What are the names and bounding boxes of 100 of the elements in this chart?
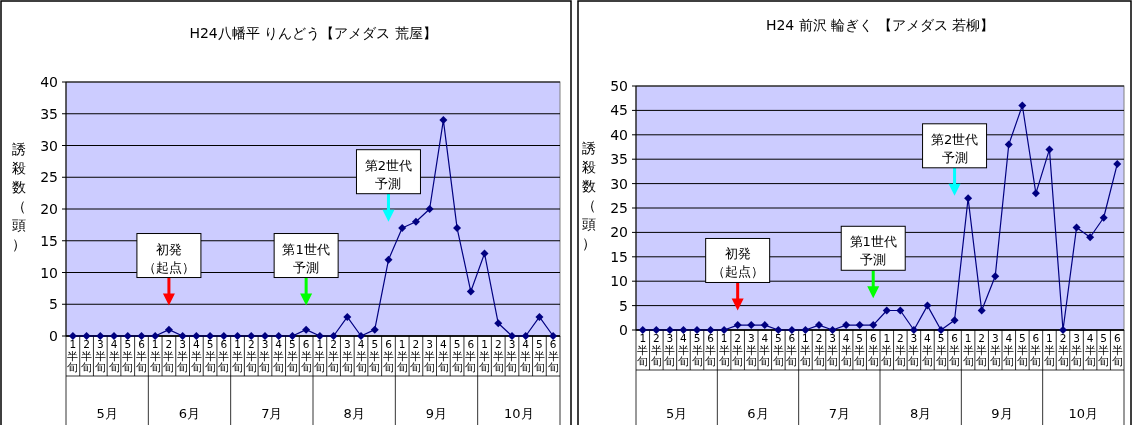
annotation: 初発 <box>724 246 751 262</box>
text: 8月 <box>910 406 932 421</box>
x-tick-label: 4半旬 <box>759 332 771 367</box>
point <box>439 116 448 125</box>
x-tick-label: 2半旬 <box>732 332 744 367</box>
x-tick-label: 5半旬 <box>935 332 947 367</box>
x-tick-label: 1半旬 <box>799 332 811 367</box>
x-tick-label: 6半旬 <box>465 338 477 373</box>
x-tick-label: 5半旬 <box>854 332 866 367</box>
y-tick-label: 20 <box>40 201 58 217</box>
x-tick-label: 1半旬 <box>314 338 326 373</box>
x-tick-label: 6半旬 <box>1111 332 1123 367</box>
x-tick-label: 6半旬 <box>867 332 879 367</box>
x-tick-label: 4半旬 <box>1003 332 1015 367</box>
y-tick-label: 0 <box>619 322 628 338</box>
point <box>192 332 201 340</box>
point <box>977 306 986 315</box>
y-tick-label: 30 <box>40 137 58 154</box>
point <box>882 306 891 315</box>
x-tick-label: 4半旬 <box>437 338 449 373</box>
x-tick-label: 5半旬 <box>451 338 463 373</box>
point <box>398 224 407 233</box>
text: 6月 <box>178 406 201 421</box>
point <box>507 332 516 340</box>
annotation: 第1世代 <box>282 241 330 257</box>
point <box>1004 140 1013 149</box>
x-tick-label: 2半旬 <box>163 338 175 373</box>
y-tick-label: 10 <box>610 273 628 290</box>
x-tick-label: 3半旬 <box>424 338 436 373</box>
x-tick-label: 2半旬 <box>328 338 340 373</box>
point <box>950 316 959 325</box>
x-tick-label: 6半旬 <box>218 338 230 373</box>
point <box>896 306 905 315</box>
point <box>274 332 283 340</box>
y-tick-label: 25 <box>40 169 58 186</box>
point <box>233 332 242 340</box>
text: 5月 <box>666 406 688 421</box>
text: 9月 <box>991 406 1013 421</box>
x-tick-label: 4半旬 <box>190 338 202 373</box>
point <box>329 332 338 340</box>
y-tick-label: 5 <box>49 296 58 313</box>
point <box>815 321 823 330</box>
y-tick-label: 10 <box>40 264 58 281</box>
point <box>760 321 769 330</box>
x-tick-label: 6半旬 <box>705 332 717 367</box>
point <box>123 332 132 340</box>
y-tick-label: 35 <box>40 105 58 122</box>
annotation: 第2世代 <box>930 131 979 147</box>
x-tick-label: 3半旬 <box>341 338 353 373</box>
x-tick-label: 5半旬 <box>772 332 784 367</box>
point <box>425 205 434 213</box>
point <box>747 321 756 330</box>
annotation: （起点） <box>711 264 764 280</box>
text: 8月 <box>343 406 365 421</box>
y-axis-title: 誘殺数（頭） <box>12 141 26 252</box>
y-tick-label: 45 <box>610 102 628 119</box>
point <box>909 326 918 334</box>
point <box>151 332 160 340</box>
point <box>68 332 77 340</box>
x-tick-label: 3半旬 <box>908 332 920 367</box>
y-tick-label: 30 <box>610 175 628 192</box>
annotation: 予測 <box>860 252 887 268</box>
point <box>110 332 119 340</box>
point <box>855 321 864 330</box>
point <box>665 326 674 334</box>
x-tick-label: 6半旬 <box>786 332 798 367</box>
x-tick-label: 2半旬 <box>813 332 825 367</box>
x-tick-label: 3半旬 <box>989 332 1001 367</box>
point <box>991 272 1000 281</box>
point <box>384 255 393 264</box>
x-tick-label: 3半旬 <box>1071 332 1083 367</box>
y-tick-label: 50 <box>610 78 628 94</box>
annotation: 第1世代 <box>849 234 897 250</box>
x-tick-label: 4半旬 <box>273 338 285 373</box>
point <box>733 321 742 330</box>
text: 9月 <box>425 406 448 421</box>
point <box>923 301 932 310</box>
y-tick-label: 15 <box>40 232 58 249</box>
x-tick-label: 1半旬 <box>637 332 649 367</box>
point <box>964 194 973 203</box>
point <box>706 326 715 334</box>
x-tick-label: 1半旬 <box>67 338 79 373</box>
x-tick-label: 1半旬 <box>396 338 408 373</box>
x-tick-label: 4半旬 <box>355 338 367 373</box>
x-tick-label: 4半旬 <box>520 338 532 373</box>
point <box>1045 145 1054 154</box>
point <box>652 326 661 334</box>
annotation: （起点） <box>142 259 195 275</box>
point <box>787 326 796 334</box>
point <box>1018 101 1027 110</box>
point <box>937 326 945 334</box>
point <box>842 321 851 330</box>
x-tick-label: 5半旬 <box>286 338 298 373</box>
point <box>480 249 489 258</box>
point <box>679 326 688 334</box>
x-tick-label: 6半旬 <box>547 338 559 373</box>
x-tick-label: 1半旬 <box>881 332 893 367</box>
x-tick-label: 3半旬 <box>664 332 676 367</box>
x-tick-label: 3半旬 <box>827 332 839 367</box>
x-tick-label: 5半旬 <box>1098 332 1110 367</box>
